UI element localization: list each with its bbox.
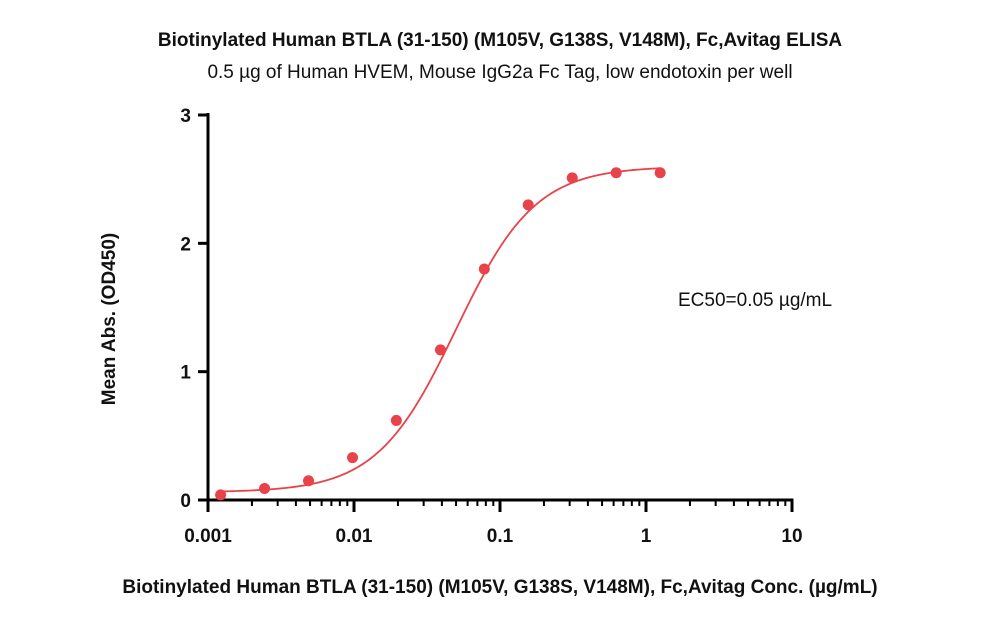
y-tick-label: 2: [180, 234, 191, 255]
data-point: [259, 482, 271, 494]
fit-curve: [220, 167, 661, 493]
data-point: [566, 172, 578, 184]
chart-subtitle: 0.5 µg of Human HVEM, Mouse IgG2a Fc Tag…: [207, 62, 793, 83]
data-point: [215, 489, 227, 501]
data-point: [434, 344, 446, 356]
data-point: [478, 263, 490, 275]
chart-title: Biotinylated Human BTLA (31-150) (M105V,…: [157, 30, 843, 51]
data-point: [522, 199, 534, 211]
y-tick-label: 3: [180, 106, 191, 127]
x-axis-label: Biotinylated Human BTLA (31-150) (M105V,…: [122, 577, 878, 598]
y-tick-label: 0: [180, 491, 191, 512]
x-tick-label: 0.001: [184, 526, 232, 547]
y-tick-label: 1: [180, 363, 191, 384]
x-tick-label: 1: [641, 526, 652, 547]
x-tick-label: 0.01: [336, 526, 373, 547]
y-axis-label: Mean Abs. (OD450): [99, 232, 120, 406]
data-point: [347, 452, 359, 464]
data-point: [610, 167, 622, 179]
data-point: [303, 475, 315, 487]
x-tick-label: 0.1: [487, 526, 514, 547]
data-point: [390, 414, 402, 426]
x-tick-label: 10: [781, 526, 802, 547]
ec50-annotation: EC50=0.05 µg/mL: [678, 290, 833, 311]
data-point: [654, 167, 666, 179]
